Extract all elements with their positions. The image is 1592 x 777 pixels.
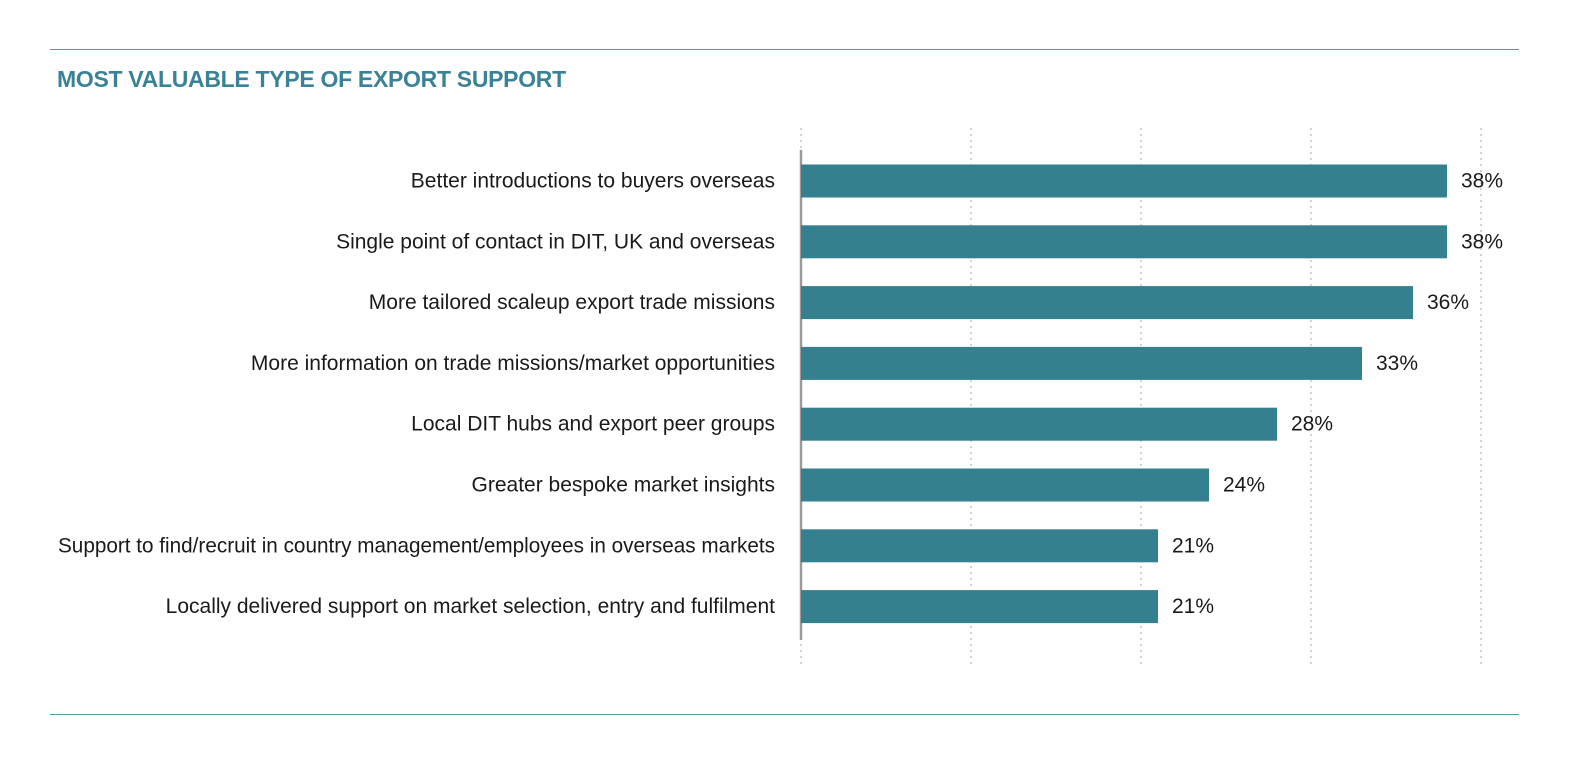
value-label-0: 38% [1461, 170, 1503, 193]
value-label-4: 28% [1291, 413, 1333, 436]
bar-1 [801, 225, 1447, 259]
value-label-2: 36% [1427, 291, 1469, 314]
category-label-2: More tailored scaleup export trade missi… [369, 291, 775, 314]
value-labels: 38% 38% 36% 33% 28% 24% 21% 21% [1172, 170, 1503, 619]
category-labels: Better introductions to buyers overseas S… [58, 170, 775, 619]
value-label-3: 33% [1376, 352, 1418, 375]
top-divider [50, 49, 1519, 50]
category-label-5: Greater bespoke market insights [472, 474, 775, 497]
category-label-7: Locally delivered support on market sele… [166, 595, 775, 618]
bar-6 [801, 529, 1158, 563]
bar-3 [801, 346, 1362, 380]
gridlines [800, 128, 1482, 664]
bar-5 [801, 468, 1209, 502]
category-label-4: Local DIT hubs and export peer groups [411, 413, 775, 436]
bar-7 [801, 590, 1158, 624]
chart-title: MOST VALUABLE TYPE OF EXPORT SUPPORT [57, 66, 566, 92]
category-label-3: More information on trade missions/marke… [251, 352, 775, 375]
value-label-7: 21% [1172, 595, 1214, 618]
bottom-divider [50, 714, 1519, 715]
bars [801, 164, 1447, 624]
bar-0 [801, 164, 1447, 198]
category-label-0: Better introductions to buyers overseas [411, 170, 775, 193]
bar-2 [801, 286, 1413, 320]
value-label-1: 38% [1461, 230, 1503, 253]
value-label-5: 24% [1223, 474, 1265, 497]
category-label-1: Single point of contact in DIT, UK and o… [336, 230, 775, 253]
bar-4 [801, 407, 1277, 441]
category-label-6: Support to find/recruit in country manag… [58, 534, 775, 557]
value-label-6: 21% [1172, 534, 1214, 557]
